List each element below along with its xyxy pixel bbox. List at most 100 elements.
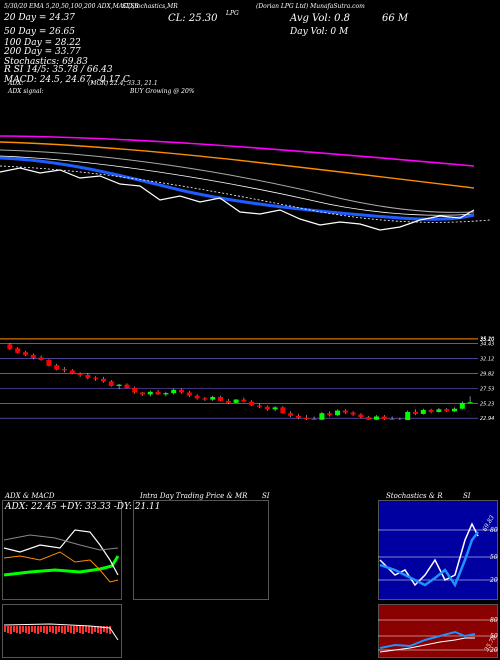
macd-bar [103,626,105,632]
candle-body [124,384,130,388]
price-level-label: 35.10 [480,337,494,343]
macd-bar [16,626,18,633]
candle-body [389,419,395,420]
candle-body [30,354,36,359]
macd-bar [22,626,24,632]
candle-body [116,384,122,386]
macd-bar [49,626,51,632]
stoch-panel [378,500,498,600]
candle-body [163,393,169,395]
candle-body [77,373,83,375]
candle-body [85,374,91,379]
rsi-white-line [379,637,475,653]
macd-bar [70,626,72,633]
candle-body [186,392,192,396]
candle-body [171,389,177,394]
candle-body [467,402,473,404]
candle-body [46,360,52,366]
rsi-level-20: 20 [490,647,498,654]
candle-body [452,408,457,412]
candle-body [249,401,255,406]
candle-body [108,381,114,386]
macd-bar [19,626,21,634]
macd-bar [55,626,57,634]
rsi-level-80: 80 [490,617,498,624]
candle-body [147,391,153,395]
candle-body [155,391,161,395]
mr-panel [133,500,269,600]
candle-body [459,402,465,409]
candle-body [327,413,333,416]
candle-body [444,409,450,412]
rsi-value: R SI 14/5: 35.78 / 66.43 [4,65,113,75]
ema20-value: 20 Day = 24.37 [4,13,76,23]
ema50-line [0,149,475,213]
candle-body [23,352,28,355]
macd-bar [58,626,60,632]
macd-bar [100,626,102,634]
stochastics-value: Stochastics: 69.83 [4,57,88,67]
candle-body [358,414,364,418]
adx-values: (MGR) 22.4, 33.3, 21.1 [88,80,158,87]
ema200-line [0,135,475,167]
macd-bar [25,626,27,633]
candle-body [69,370,75,374]
ema5-line [0,167,475,231]
candle-body [132,387,138,393]
macd-bar [7,626,9,633]
macd-bar [10,626,12,634]
candle-body [210,397,216,400]
price-level-label: 25.23 [480,401,494,407]
candle-body [280,407,286,414]
macd-line [3,623,119,641]
candle-body [335,410,340,416]
candle-body [54,365,60,370]
candle-body [202,398,208,400]
stoch-panel-title: Stochastics & R [386,492,443,500]
adx-panel-title: ADX & MACD [5,492,55,500]
candle-body [420,409,426,414]
candle-body [342,410,348,413]
candle-body [101,378,106,382]
macd-bar [79,626,81,633]
macd-bar [43,626,45,633]
mr-panel-si: SI [262,492,270,500]
rsi-level-50: 50 [490,633,498,640]
candle-body [194,395,200,399]
price-level-label: 34.43 [480,342,494,348]
price-level-label: 32.12 [480,357,494,363]
candle-body [428,409,434,412]
macd-bar [34,626,36,633]
macd-bar [64,626,66,634]
avg-volume: Avg Vol: 0.8 [290,13,351,24]
candle-body [288,413,294,416]
stoch-level-80: 80 [490,527,498,534]
candle-body [264,406,270,410]
macd-bar [4,626,6,632]
rsi-panel [378,604,498,658]
macd-bar [94,626,96,632]
candle-body [413,411,418,414]
ema100-value: 100 Day = 28.22 [4,38,81,48]
macd-panel [2,604,122,658]
ema-mid-line [0,155,475,216]
buy-signal: BUY Growing @ 20% [130,88,195,95]
macd-bar [91,626,93,634]
macd-value: MACD: 24.5, 24.67, -0.17 C [4,75,130,85]
header-indicators: 5/30/20 EMA 5,20,50,100,200 ADX,MACD,B [4,3,139,10]
adx-readout: ADX: 22.45 +DY: 33.33 -DY: 21.11 [5,502,161,512]
candle-body [15,348,21,353]
stoch-white-line [379,522,479,587]
price-level-label: 27.53 [480,386,494,392]
candle-body [405,411,411,420]
macd-bar [13,626,15,632]
adx-green-line [3,555,120,577]
macd-bar [31,626,33,632]
stoch-blue-line [379,531,479,588]
volume-right: 66 M [382,13,409,24]
macd-bar [82,626,84,634]
adx-signal-label: ADX signal: [8,88,44,95]
macd-bar [28,626,30,634]
